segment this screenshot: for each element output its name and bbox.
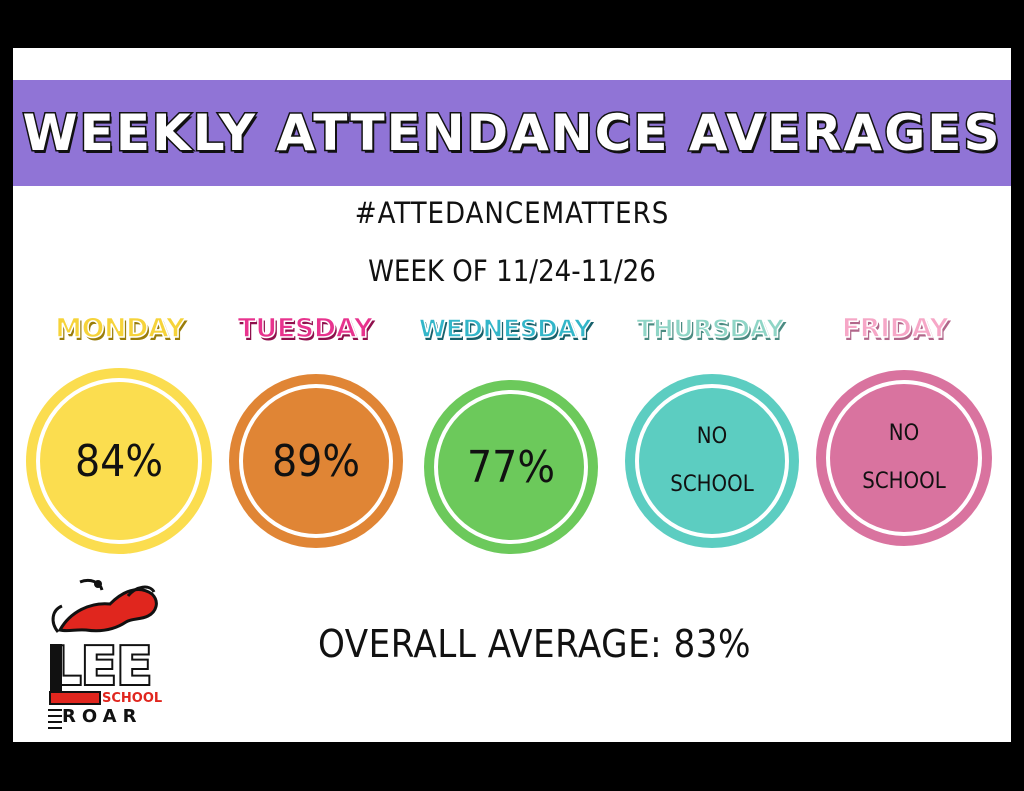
thursday-value-line1: NO: [696, 424, 728, 449]
day-label-wednesday: WEDNESDAY: [418, 313, 593, 344]
friday-circle: NO SCHOOL: [816, 370, 992, 546]
tuesday-circle: 89%: [229, 374, 403, 548]
wednesday-value: 77%: [467, 441, 555, 493]
wednesday-circle: 77%: [424, 380, 598, 554]
thursday-circle: NO SCHOOL: [625, 374, 799, 548]
friday-value: NO SCHOOL: [862, 410, 945, 506]
day-label-monday: MONDAY: [54, 312, 186, 345]
day-label-thursday: THURSDAY: [636, 313, 785, 344]
overall-average: OVERALL AVERAGE: 83%: [318, 622, 752, 666]
week-range: WEEK OF 11/24-11/26: [368, 254, 656, 288]
thursday-value: NO SCHOOL: [670, 413, 753, 509]
tuesday-value: 89%: [272, 435, 360, 487]
svg-text:SCHOOL: SCHOOL: [102, 691, 162, 706]
lion-icon: LEE SCHOOL ROAR: [46, 578, 162, 729]
monday-circle: 84%: [26, 368, 212, 554]
school-logo: LEE SCHOOL ROAR: [40, 572, 180, 737]
friday-value-line2: SCHOOL: [862, 469, 946, 494]
page-title: WEEKLY ATTENDANCE AVERAGES: [21, 103, 1002, 164]
friday-value-line1: NO: [888, 421, 920, 446]
title-banner: WEEKLY ATTENDANCE AVERAGES: [13, 80, 1011, 186]
svg-text:ROAR: ROAR: [62, 706, 142, 727]
day-label-tuesday: TUESDAY: [237, 312, 374, 345]
hashtag: #ATTEDANCEMATTERS: [354, 196, 670, 230]
monday-value: 84%: [75, 435, 163, 487]
day-label-friday: FRIDAY: [841, 312, 950, 345]
svg-text:LEE: LEE: [48, 637, 152, 697]
thursday-value-line2: SCHOOL: [670, 472, 754, 497]
